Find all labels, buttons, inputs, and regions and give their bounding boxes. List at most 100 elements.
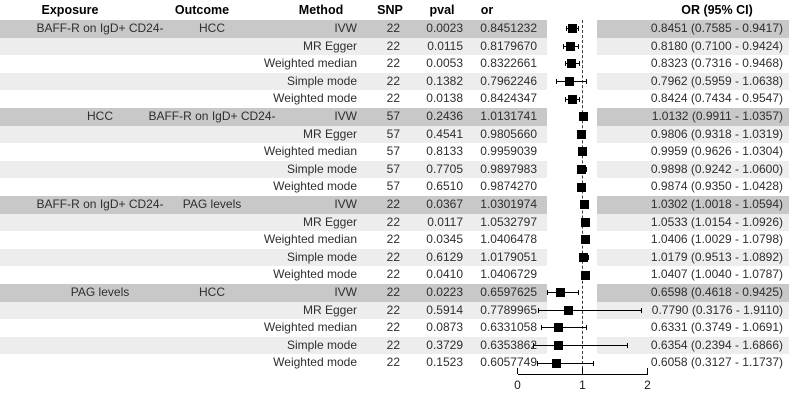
ci-cap (626, 343, 628, 349)
pval-cell: 0.2436 (426, 109, 463, 123)
method-cell: MR Egger (302, 214, 357, 229)
ci-text-cell: 1.0406 (1.0029 - 1.0798) (650, 232, 783, 247)
table-row: Simple mode 22 0.3729 0.6353862 0.6354 (0.23… (0, 336, 789, 355)
x-axis-tick (582, 368, 583, 374)
or-marker (577, 182, 587, 192)
ci-line (537, 362, 594, 364)
snp-cell: 57 (386, 179, 400, 194)
or-cell: 0.8424347 (480, 91, 537, 106)
col-header-or: or (480, 3, 494, 17)
method-cell: Weighted mode (273, 355, 357, 370)
ci-cap (578, 290, 580, 296)
or-cell: 1.0406729 (480, 267, 537, 282)
snp-cell: 22 (386, 267, 400, 282)
row-shading (597, 213, 789, 232)
method-cell: IVW (334, 197, 357, 211)
ci-cap (555, 79, 557, 85)
snp-cell: 22 (386, 56, 400, 71)
ci-text-cell: 1.0302 (1.0018 - 1.0594) (650, 197, 783, 211)
snp-cell: 22 (386, 21, 400, 35)
pval-cell: 0.0410 (426, 267, 463, 282)
ci-cap (579, 96, 581, 102)
row-shading (0, 160, 547, 179)
ci-text-cell: 1.0407 (1.0040 - 1.0787) (650, 267, 783, 282)
method-cell: IVW (334, 285, 357, 299)
or-cell: 0.6597625 (480, 285, 537, 299)
ci-line (538, 309, 642, 311)
exposure-cell: BAFF-R on IgD+ CD24- (36, 197, 164, 211)
or-marker (579, 253, 589, 263)
method-cell: Weighted mode (273, 267, 357, 282)
x-axis-line (517, 374, 648, 375)
ci-cap (587, 255, 589, 261)
pval-cell: 0.0023 (426, 21, 463, 35)
row-shading (597, 248, 789, 267)
ci-cap (563, 43, 565, 49)
method-cell: IVW (334, 21, 357, 35)
row-shading (597, 160, 789, 179)
ci-cap (565, 96, 567, 102)
table-row: Simple mode 22 0.6129 1.0179051 1.0179 (0.95… (0, 248, 789, 267)
ci-text-cell: 0.6598 (0.4618 - 0.9425) (650, 285, 783, 299)
or-marker (580, 270, 590, 280)
or-marker (555, 288, 565, 298)
or-marker (567, 59, 577, 69)
snp-cell: 22 (386, 320, 400, 335)
pval-cell: 0.5914 (426, 302, 463, 317)
row-shading (597, 108, 789, 126)
x-axis-tick (647, 368, 648, 374)
or-cell: 0.6057749 (480, 355, 537, 370)
method-cell: MR Egger (302, 126, 357, 141)
snp-cell: 22 (386, 91, 400, 106)
x-axis-tick-label: 0 (514, 378, 521, 392)
method-cell: Weighted median (263, 144, 357, 159)
row-shading (597, 301, 789, 320)
exposure-cell: PAG levels (70, 285, 130, 299)
table-row: PAG levels HCC IVW 22 0.0223 0.6597625 0.6598 … (0, 284, 789, 302)
pval-cell: 0.0053 (426, 56, 463, 71)
method-cell: Weighted mode (273, 179, 357, 194)
snp-cell: 57 (386, 144, 400, 159)
ci-text-cell: 0.9959 (0.9626 - 1.0304) (650, 144, 783, 159)
col-header-or-ci: OR (95% CI) (681, 3, 753, 17)
table-row: Simple mode 57 0.7705 0.9897983 0.9898 (0.92… (0, 160, 789, 179)
col-header-outcome: Outcome (174, 3, 230, 17)
ci-text-cell: 0.6058 (0.3127 - 1.1737) (650, 355, 783, 370)
row-shading (597, 284, 789, 302)
snp-cell: 57 (386, 109, 400, 123)
row-shading (597, 37, 789, 56)
ci-text-cell: 0.8180 (0.7100 - 0.9424) (650, 38, 783, 53)
or-marker (567, 94, 577, 104)
row-shading (0, 196, 547, 214)
method-cell: Simple mode (286, 161, 357, 176)
x-axis-tick-label: 1 (579, 378, 586, 392)
row-shading (597, 72, 789, 91)
ci-text-cell: 0.9806 (0.9318 - 1.0319) (650, 126, 783, 141)
or-cell: 1.0179051 (480, 249, 537, 264)
snp-cell: 22 (386, 249, 400, 264)
outcome-cell: BAFF-R on IgD+ CD24- (148, 109, 276, 123)
ci-cap (585, 167, 587, 173)
or-cell: 0.6353862 (480, 337, 537, 352)
snp-cell: 57 (386, 161, 400, 176)
table-row: Weighted median 22 0.0873 0.6331058 0.6331 (… (0, 319, 789, 337)
row-shading (0, 72, 547, 91)
or-marker (564, 77, 574, 87)
row-shading (0, 301, 547, 320)
pval-cell: 0.0115 (427, 38, 463, 53)
pval-cell: 0.0367 (426, 197, 463, 211)
row-shading (597, 196, 789, 214)
ci-text-cell: 0.9874 (0.9350 - 1.0428) (650, 179, 783, 194)
method-cell: MR Egger (302, 302, 357, 317)
table-row: HCC BAFF-R on IgD+ CD24- IVW 57 0.2436 1.0131… (0, 108, 789, 126)
or-cell: 0.7962246 (480, 73, 537, 88)
or-marker (554, 341, 564, 351)
row-shading (597, 20, 789, 38)
table-row: Simple mode 22 0.1382 0.7962246 0.7962 (0.59… (0, 72, 789, 91)
ci-cap (537, 360, 539, 366)
or-cell: 0.9959039 (480, 144, 537, 159)
or-cell: 1.0532797 (480, 214, 537, 229)
col-header-exposure: Exposure (41, 3, 99, 17)
table-row: Weighted mode 57 0.6510 0.9874270 0.9874 (0.… (0, 178, 789, 196)
